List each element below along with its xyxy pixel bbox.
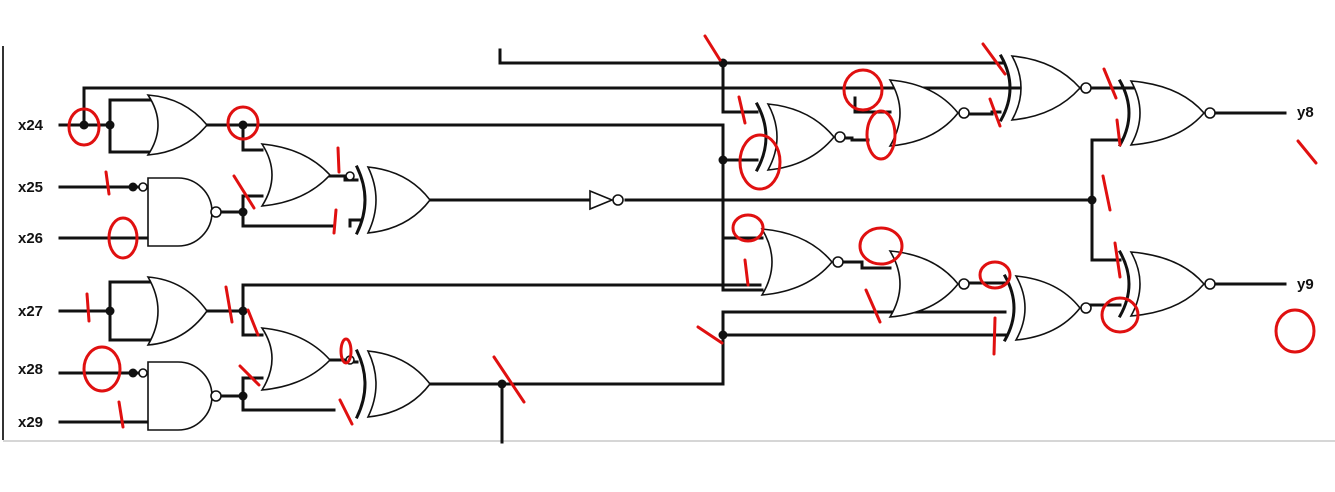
annotation-circle: [226, 105, 260, 141]
annotation-circle: [1100, 296, 1140, 334]
xnor-gate: [1014, 275, 1082, 341]
input-label-x25: x25: [18, 179, 44, 196]
annotation-tick: [1113, 241, 1122, 279]
xor-back-curve: [354, 348, 367, 420]
annotation-circle: [978, 260, 1012, 290]
input-bubbles: [138, 171, 355, 378]
logic-gates: [146, 53, 1216, 431]
xor-gate: [366, 166, 432, 234]
xnor-back-curve: [1117, 249, 1131, 319]
annotation-circle: [107, 216, 139, 260]
or-gate: [146, 94, 209, 156]
input-label-x28: x28: [18, 361, 44, 378]
xnor-bubble: [1080, 302, 1092, 314]
annotation-tick: [737, 95, 747, 125]
annotation-tick: [338, 398, 354, 426]
output-label-y9: y9: [1297, 276, 1314, 293]
annotation-tick: [988, 97, 1002, 128]
annotation-tick: [703, 34, 722, 62]
annotation-tick: [232, 174, 256, 210]
xnor-gate: [1129, 80, 1206, 146]
not-gate: [589, 189, 615, 211]
annotation-tick: [1101, 174, 1112, 212]
nor-bubble: [958, 278, 970, 290]
annotation-tick: [85, 292, 91, 323]
annotation-circle: [842, 68, 884, 112]
xnor-back-curve: [1117, 78, 1131, 148]
junction-dots: [79, 58, 1097, 401]
annotation-circle: [865, 109, 897, 161]
annotation-circle: [339, 337, 353, 365]
annotation-tick: [1102, 67, 1118, 100]
annotation-tick: [224, 285, 234, 324]
xnor-bubble: [1204, 107, 1216, 119]
annotation-tick: [981, 42, 1007, 76]
nand-bubble: [210, 390, 222, 402]
annotation-tick: [117, 400, 125, 429]
wires: [58, 48, 1287, 444]
xnor-gate: [1129, 251, 1206, 317]
nor-gate: [760, 228, 834, 296]
input-label-x26: x26: [18, 230, 44, 247]
nor-gate: [260, 143, 332, 207]
nor-bubble: [832, 256, 844, 268]
annotation-circle: [738, 133, 782, 191]
xnor-bubble: [1080, 82, 1092, 94]
nand-gate: [147, 361, 213, 431]
annotation-tick: [696, 325, 724, 345]
annotation-tick: [336, 146, 341, 174]
nor-bubble: [958, 107, 970, 119]
nand-gate: [147, 177, 213, 247]
xnor-bubble: [1204, 278, 1216, 290]
input-label-x29: x29: [18, 414, 44, 431]
annotation-tick: [104, 170, 111, 196]
nor-gate: [888, 79, 960, 147]
annotation-tick: [1115, 118, 1122, 147]
or-gate: [146, 276, 208, 346]
not-bubble: [612, 194, 624, 206]
annotation-tick: [238, 364, 261, 387]
annotation-tick: [1296, 139, 1318, 165]
annotation-tick: [246, 308, 260, 337]
annotation-tick: [492, 355, 526, 404]
input-label-x27: x27: [18, 303, 44, 320]
xnor-back-curve: [998, 53, 1012, 123]
xor-gate: [366, 350, 432, 418]
annotation-tick: [992, 316, 997, 356]
diagram-frame: [2, 46, 1335, 442]
nor-gate: [888, 250, 960, 318]
xnor-back-curve: [1002, 273, 1016, 343]
xnor-gate: [766, 103, 836, 171]
annotation-circle: [858, 226, 904, 266]
xor-back-curve: [354, 164, 367, 236]
annotation-circle: [1274, 308, 1316, 354]
annotation-tick: [332, 208, 338, 235]
annotation-circle: [731, 213, 765, 243]
output-label-y8: y8: [1297, 104, 1314, 121]
input-label-x24: x24: [18, 117, 44, 134]
xnor-gate: [1010, 55, 1082, 121]
annotation-circle: [67, 107, 101, 147]
nand-bubble: [210, 206, 222, 218]
red-annotations: [67, 34, 1318, 429]
xnor-bubble: [834, 131, 846, 143]
annotation-tick: [864, 288, 882, 324]
annotation-tick: [743, 258, 750, 287]
annotation-circle: [82, 345, 122, 393]
nor-gate: [260, 327, 332, 391]
